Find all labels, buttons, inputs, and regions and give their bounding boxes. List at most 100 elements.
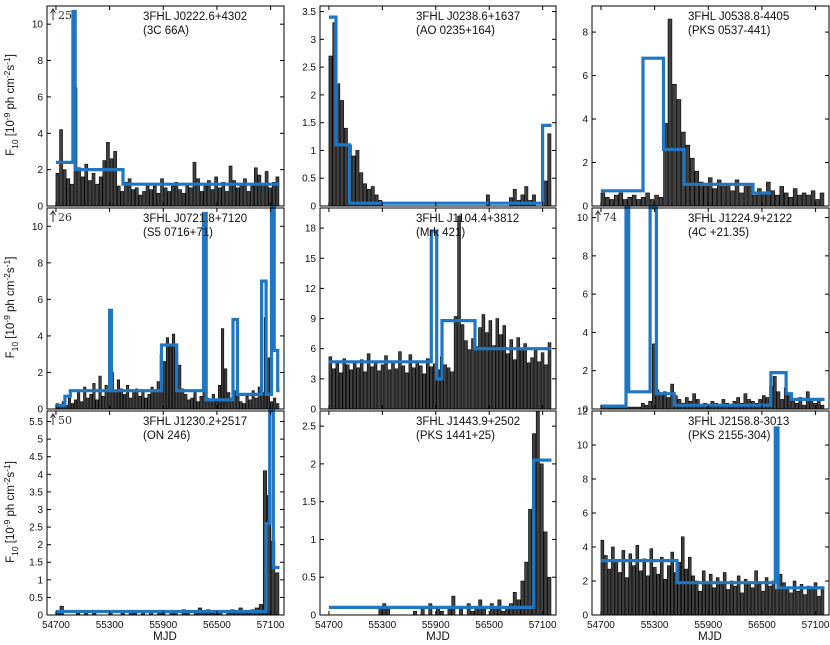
flux-bar bbox=[88, 180, 92, 207]
flux-bar bbox=[523, 343, 527, 410]
flux-bar bbox=[70, 183, 74, 207]
y-tick-label: 4.5 bbox=[29, 452, 43, 463]
flux-bar bbox=[632, 565, 636, 616]
panel-6: 0 2 4 6 8 10 3FHL J1224.9+2122 (4C +21.35) 74 bbox=[577, 206, 830, 416]
flux-bar bbox=[387, 369, 392, 410]
flux-bar bbox=[792, 580, 797, 616]
flux-bar bbox=[254, 397, 258, 410]
flux-bar bbox=[806, 585, 811, 616]
flux-bar bbox=[614, 194, 619, 207]
flux-bar bbox=[611, 546, 615, 616]
flux-bar bbox=[116, 379, 120, 410]
flux-bar bbox=[239, 401, 243, 410]
y-tick-label: 0 bbox=[582, 202, 588, 213]
flux-bar bbox=[167, 191, 172, 207]
flux-bar bbox=[74, 399, 78, 410]
flux-bar bbox=[273, 397, 277, 410]
flux-bar bbox=[147, 394, 151, 410]
flux-bar bbox=[649, 548, 654, 616]
flux-bar bbox=[428, 603, 433, 616]
flux-bar bbox=[391, 362, 395, 410]
flux-bar bbox=[757, 188, 762, 207]
source-alias: (Mrk 421) bbox=[416, 227, 465, 239]
flux-bar bbox=[685, 144, 691, 207]
flux-bar bbox=[443, 364, 447, 410]
flux-bar bbox=[466, 603, 471, 616]
panel-1: 0 2 4 6 8 10 3FHL J0222.6+4302 (3C 66A) 25 bbox=[32, 5, 285, 213]
flux-bar bbox=[540, 352, 545, 410]
flux-bar bbox=[340, 100, 344, 207]
flux-bar bbox=[707, 177, 713, 207]
flux-bar bbox=[460, 324, 465, 410]
overflow-value-label: 26 bbox=[58, 211, 72, 224]
y-tick-label: 12 bbox=[577, 407, 589, 418]
flux-bar bbox=[91, 172, 96, 207]
overflow-value-label: 25 bbox=[58, 9, 72, 22]
flux-bar bbox=[509, 603, 513, 616]
bayesian-block-line bbox=[328, 458, 552, 609]
flux-bar bbox=[120, 191, 125, 207]
flux-bar bbox=[789, 592, 793, 616]
y-tick-label: 5.5 bbox=[29, 417, 43, 428]
y-tick-label: 4 bbox=[582, 115, 588, 126]
flux-bar bbox=[729, 580, 734, 616]
y-tick-label: 18 bbox=[305, 224, 317, 235]
flux-bar bbox=[156, 192, 161, 207]
flux-bar bbox=[153, 185, 157, 207]
flux-bar bbox=[142, 191, 146, 207]
flux-bar bbox=[450, 371, 454, 410]
y-tick-label: 1 bbox=[37, 575, 43, 586]
flux-bar bbox=[359, 172, 364, 207]
flux-bar bbox=[796, 590, 800, 616]
y-tick-label: 4 bbox=[37, 331, 43, 342]
y-tick-label: 10 bbox=[32, 222, 44, 233]
flux-bar bbox=[174, 182, 179, 207]
flux-bar bbox=[332, 368, 336, 410]
flux-bar bbox=[694, 580, 699, 616]
flux-bar bbox=[352, 362, 357, 410]
flux-bar bbox=[519, 350, 524, 410]
source-alias: (S5 0716+71) bbox=[143, 227, 213, 239]
x-axis-label: MJD bbox=[153, 631, 177, 643]
flux-bar bbox=[672, 83, 677, 207]
y-axis-label: F10 [10-9 ph cm-2s-1] bbox=[2, 54, 20, 156]
panel-5: 0 3 6 9 12 15 18 3FHL J1104.4+3812 (Mrk 421) bbox=[305, 207, 557, 416]
flux-bar bbox=[264, 171, 269, 207]
flux-bar bbox=[543, 180, 548, 207]
flux-bar bbox=[644, 404, 649, 410]
flux-bar bbox=[780, 399, 784, 410]
flux-bar bbox=[533, 348, 538, 410]
flux-bar bbox=[501, 610, 506, 616]
flux-bar bbox=[123, 394, 127, 410]
flux-bar bbox=[86, 397, 90, 410]
flux-bar bbox=[470, 610, 475, 616]
x-tick-label: 55300 bbox=[368, 620, 396, 631]
x-tick-label: 54700 bbox=[587, 620, 615, 631]
flux-bar bbox=[342, 358, 346, 410]
y-tick-label: 8 bbox=[582, 28, 588, 39]
flux-bar bbox=[712, 587, 716, 616]
flux-bar bbox=[708, 573, 713, 616]
flux-bar bbox=[384, 355, 388, 410]
flux-bar bbox=[635, 544, 640, 616]
flux-bar bbox=[770, 190, 776, 207]
y-tick-label: 3.5 bbox=[302, 7, 316, 18]
flux-bar bbox=[776, 391, 781, 410]
flux-bar bbox=[535, 410, 540, 616]
flux-bar bbox=[802, 404, 806, 410]
flux-bar bbox=[446, 367, 451, 410]
flux-bar bbox=[772, 376, 777, 410]
flux-bar bbox=[791, 401, 795, 410]
flux-bar bbox=[775, 194, 780, 207]
axes-frame bbox=[46, 207, 285, 410]
flux-bar bbox=[740, 592, 744, 616]
y-tick-label: 8 bbox=[37, 56, 43, 67]
flux-bar bbox=[217, 187, 222, 207]
flux-bar bbox=[451, 595, 456, 616]
flux-bar bbox=[165, 337, 169, 410]
flux-bar bbox=[666, 397, 671, 410]
flux-bar bbox=[355, 150, 360, 207]
flux-bar bbox=[59, 129, 63, 207]
flux-bar bbox=[752, 194, 758, 207]
source-name: 3FHL J1230.2+2517 bbox=[143, 416, 247, 428]
